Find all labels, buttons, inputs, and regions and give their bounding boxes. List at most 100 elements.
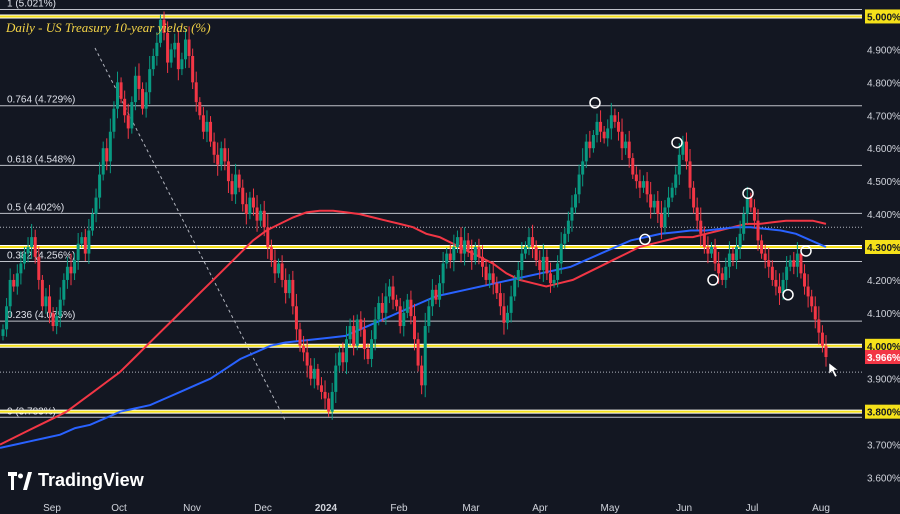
candle-body (656, 200, 660, 215)
candle-body (83, 237, 87, 254)
y-tick-label: 3.800% (867, 408, 900, 419)
candle-body (820, 332, 824, 346)
candle-body (362, 329, 366, 350)
candle-body (724, 266, 728, 280)
current-price-label: 3.966% (867, 353, 900, 364)
x-tick-label: Dec (254, 503, 272, 514)
candle-body (674, 174, 678, 188)
candle-body (699, 220, 703, 234)
candle-body (477, 247, 481, 257)
candle-body (803, 273, 807, 287)
candle-body (1, 329, 5, 336)
candle-body (234, 174, 238, 195)
candle-body (398, 306, 402, 327)
candle-body (706, 247, 710, 254)
y-tick-label: 4.400% (867, 210, 900, 221)
candle-body (692, 187, 696, 208)
key-level-price-tag (865, 9, 900, 24)
candle-body (785, 266, 789, 280)
candle-body (627, 141, 631, 159)
candle-body (384, 296, 388, 313)
candle-body (291, 279, 295, 307)
candle-body (158, 19, 162, 43)
candle-body (277, 263, 281, 274)
candle-body (359, 319, 363, 330)
candle-body (781, 279, 785, 294)
candle-body (799, 253, 803, 274)
candle-body (337, 352, 341, 366)
candle-body (44, 296, 48, 307)
candle-body (237, 174, 241, 188)
candle-body (37, 256, 41, 280)
candle-body (341, 352, 345, 363)
key-level-price-tag (865, 404, 900, 419)
candle-body (556, 263, 560, 280)
ma-red-line (0, 209, 827, 446)
swing-point-marker (639, 233, 651, 246)
candle-body (552, 279, 556, 284)
y-tick-label: 3.600% (867, 474, 900, 485)
y-tick-label: 4.200% (867, 276, 900, 287)
candle-body (377, 302, 381, 320)
y-tick-label: 4.700% (867, 111, 900, 122)
candle-body (373, 319, 377, 340)
candle-body (760, 240, 764, 254)
x-tick-label: Mar (462, 503, 480, 514)
candle-body (738, 233, 742, 247)
candle-body (141, 88, 145, 109)
candle-body (595, 121, 599, 136)
y-tick-label: 4.500% (867, 177, 900, 188)
y-tick-label: 4.100% (867, 309, 900, 320)
candle-body (531, 237, 535, 247)
candle-body (438, 283, 442, 300)
candle-body (19, 263, 23, 274)
dashed-trend-line (94, 47, 286, 421)
candle-body (73, 260, 77, 274)
y-tick-label: 3.700% (867, 441, 900, 452)
candle-body (420, 365, 424, 386)
candle-body (280, 263, 284, 280)
candle-body (255, 207, 259, 221)
candle-body (506, 312, 510, 323)
candle-body (423, 326, 427, 386)
candle-body (108, 131, 112, 162)
candle-body (520, 253, 524, 271)
candle-body (663, 207, 667, 228)
candle-body (55, 316, 59, 327)
candle-body (30, 237, 34, 247)
x-tick-label: Sep (43, 503, 61, 514)
candle-body (470, 250, 474, 261)
candle-body (327, 398, 331, 412)
candle-body (405, 299, 409, 313)
candle-body (688, 161, 692, 188)
candle-body (735, 247, 739, 261)
candle-body (22, 253, 26, 264)
fib-level-label: 0.764 (4.729%) (7, 95, 75, 106)
candle-body (137, 75, 141, 89)
candle-body (806, 286, 810, 297)
candle-body (352, 326, 356, 346)
candle-body (345, 339, 349, 363)
candle-body (395, 299, 399, 307)
candle-body (5, 306, 9, 330)
candle-body (334, 365, 338, 392)
candle-body (645, 181, 649, 195)
candle-body (441, 263, 445, 284)
candle-body (298, 329, 302, 346)
candle-body (98, 174, 102, 198)
candle-body (284, 279, 288, 294)
candle-body (749, 197, 753, 208)
candle-body (613, 115, 617, 122)
candle-body (51, 312, 55, 327)
x-tick-label: May (601, 503, 620, 514)
candle-body (581, 161, 585, 175)
candle-body (584, 141, 588, 162)
candle-body (133, 75, 137, 103)
key-level-price-tag (865, 338, 900, 353)
candle-body (205, 121, 209, 132)
candle-body (219, 148, 223, 165)
candle-body (652, 200, 656, 208)
candle-body (266, 227, 270, 247)
candle-body (717, 263, 721, 274)
